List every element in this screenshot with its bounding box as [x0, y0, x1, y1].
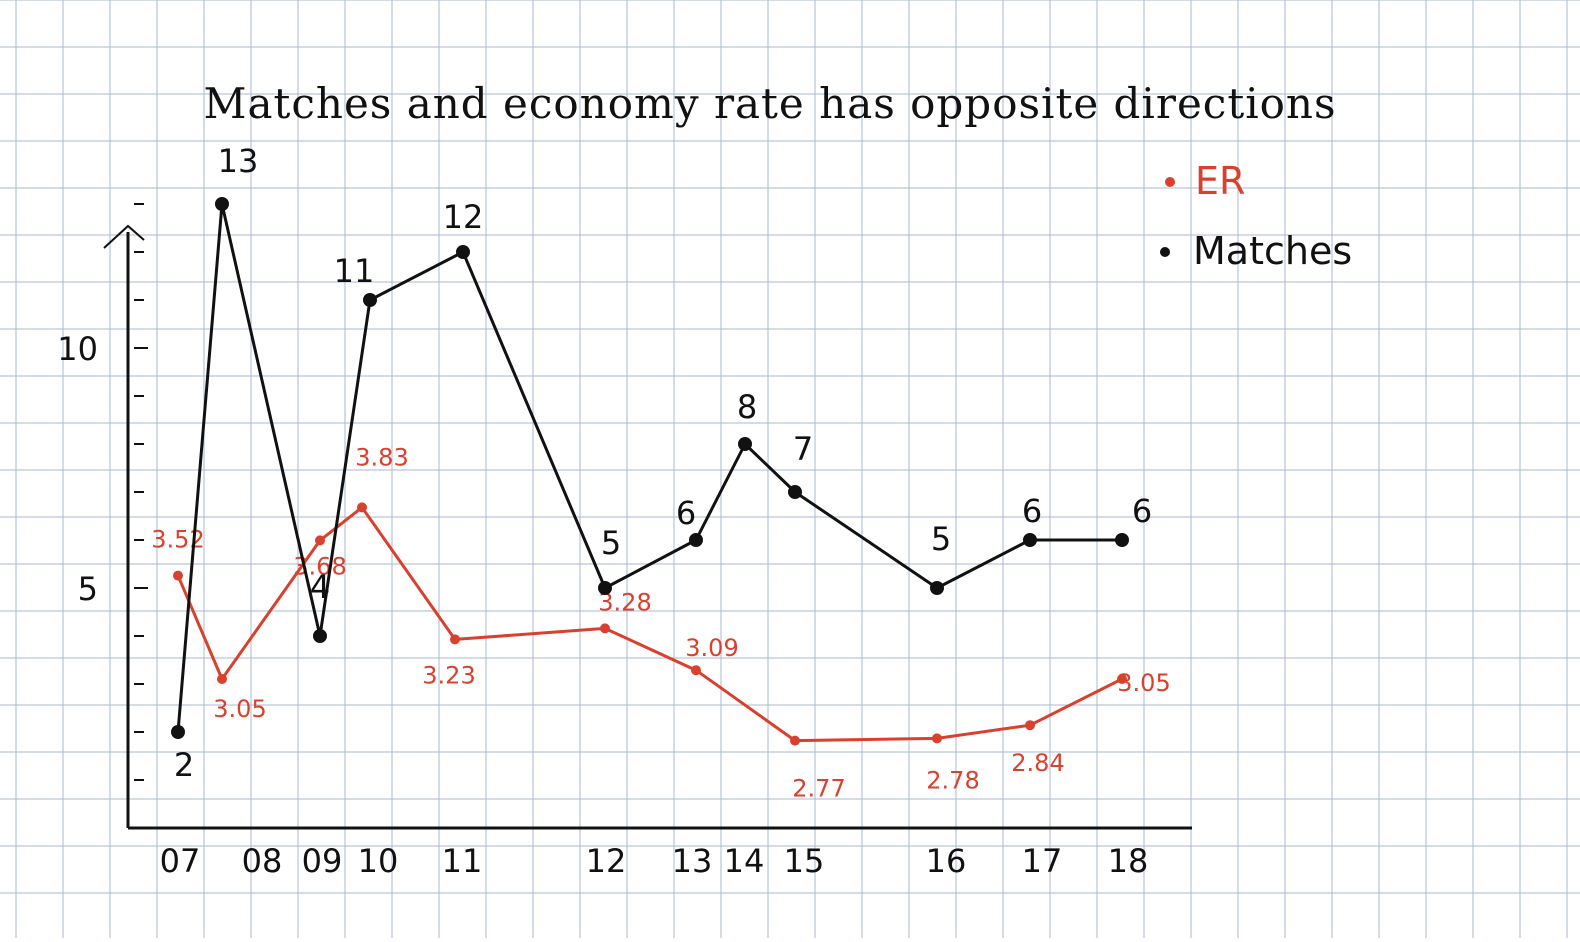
- er-data-label: 3.09: [685, 634, 738, 662]
- x-tick-label: 10: [358, 842, 399, 880]
- legend-er-label: ER: [1195, 159, 1245, 203]
- legend-matches-marker: [1160, 247, 1170, 257]
- matches-data-label: 6: [1022, 492, 1042, 530]
- er-point: [357, 502, 367, 513]
- matches-data-label: 7: [793, 430, 813, 468]
- x-tick-label: 09: [302, 842, 343, 880]
- matches-point: [689, 533, 703, 547]
- matches-point: [456, 245, 470, 259]
- matches-data-label: 5: [601, 524, 621, 562]
- er-point: [1025, 720, 1035, 731]
- matches-point: [171, 725, 185, 739]
- y-tick-label: 10: [57, 330, 98, 368]
- matches-series: 2 13 4 11 12 5 6 87 5 6 6: [171, 142, 1152, 784]
- er-point: [600, 623, 610, 634]
- x-tick-label: 11: [442, 842, 483, 880]
- er-point: [217, 674, 227, 684]
- er-data-label: 3.52: [151, 526, 204, 554]
- matches-data-label: 4: [310, 568, 330, 606]
- matches-point: [313, 629, 327, 643]
- matches-point: [788, 485, 802, 499]
- er-data-label: 2.77: [792, 775, 845, 803]
- er-data-label: 3.05: [213, 695, 266, 723]
- matches-data-label: 6: [676, 494, 696, 532]
- matches-data-label: 13: [218, 142, 259, 180]
- x-tick-label: 17: [1022, 842, 1063, 880]
- matches-data-label: 8: [737, 388, 757, 426]
- er-point: [932, 733, 942, 744]
- matches-data-label: 12: [443, 198, 484, 236]
- x-tick-label: 08: [242, 842, 283, 880]
- matches-data-label: 11: [334, 252, 375, 290]
- matches-series-line: [176, 202, 1124, 734]
- er-point: [450, 634, 460, 645]
- er-data-label: 3.83: [355, 443, 408, 471]
- matches-point: [363, 293, 377, 307]
- x-tick-label: 16: [926, 842, 967, 880]
- y-tick-label: 5: [78, 570, 98, 608]
- er-series: 3.523.053.683.833.233.283.092.77 2.782.84…: [151, 443, 1170, 802]
- matches-point: [1023, 533, 1037, 547]
- x-tick-label: 12: [586, 842, 627, 880]
- chart-title: Matches and economy rate has opposite di…: [203, 79, 1336, 128]
- axes-layer: 5 10 07 08 09 10 11 12 13 14 15 16 17 18: [57, 203, 1192, 880]
- legend-er-marker: [1165, 177, 1175, 187]
- legend-matches-label: Matches: [1193, 229, 1352, 273]
- er-data-label: 2.84: [1011, 749, 1064, 777]
- er-point: [691, 665, 701, 676]
- matches-point: [1115, 533, 1129, 547]
- matches-data-label: 6: [1132, 492, 1152, 530]
- er-data-label: 2.78: [926, 766, 979, 794]
- matches-data-label: 5: [931, 520, 951, 558]
- matches-point: [598, 581, 612, 595]
- x-tick-label: 07: [160, 842, 201, 880]
- er-data-label: 3.23: [422, 661, 475, 689]
- matches-point: [738, 437, 752, 451]
- legend: ER Matches: [1160, 159, 1352, 273]
- er-point: [173, 570, 183, 581]
- x-tick-label: 18: [1108, 842, 1149, 880]
- er-data-label: 3.05: [1117, 669, 1170, 697]
- x-tick-label: 14: [724, 842, 765, 880]
- er-point: [1117, 674, 1127, 684]
- matches-data-label: 2: [174, 746, 194, 784]
- x-tick-label: 13: [672, 842, 713, 880]
- er-point: [315, 535, 325, 546]
- matches-point: [930, 581, 944, 595]
- y-axis-arrow: [103, 224, 145, 249]
- er-point: [790, 735, 800, 746]
- matches-point: [215, 197, 229, 211]
- x-tick-label: 15: [784, 842, 825, 880]
